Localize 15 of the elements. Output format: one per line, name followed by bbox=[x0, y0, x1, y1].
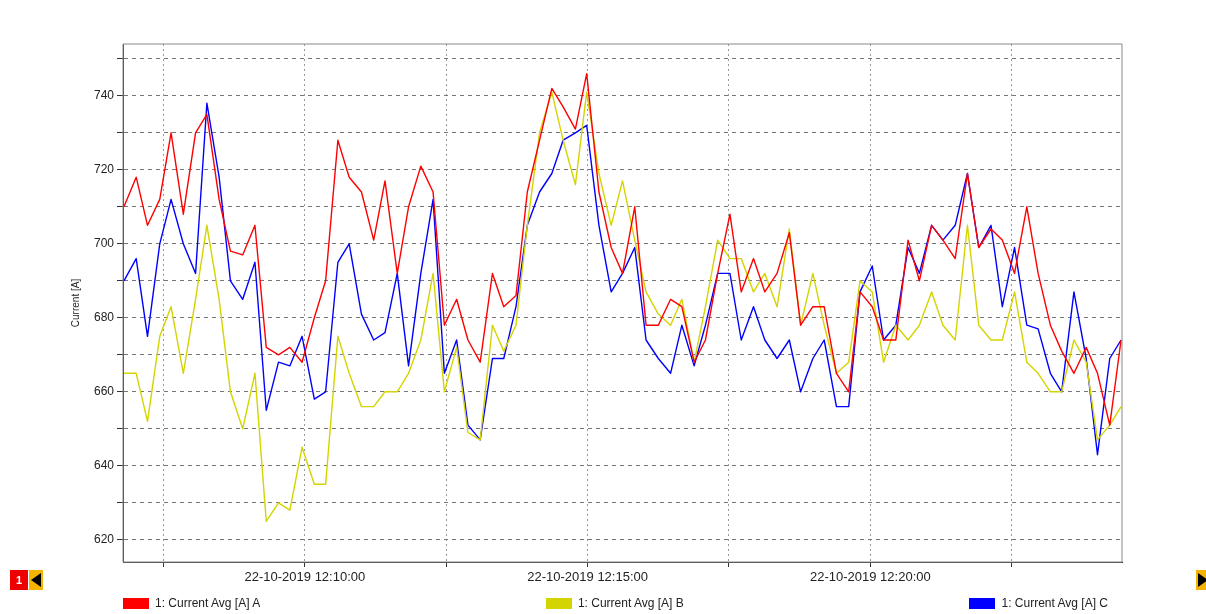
legend-label: 1: Current Avg [A] C bbox=[1001, 596, 1108, 610]
y-tick-label: 620 bbox=[93, 532, 115, 547]
legend-label: 1: Current Avg [A] A bbox=[155, 596, 261, 610]
y-tick-label: 640 bbox=[93, 458, 115, 473]
y-tick-label: 660 bbox=[93, 384, 115, 399]
y-tick-label: 720 bbox=[93, 162, 115, 177]
legend-label: 1: Current Avg [A] B bbox=[577, 596, 684, 610]
x-tick-label: 22-10-2019 12:10:00 bbox=[244, 569, 366, 585]
y-tick-label: 740 bbox=[93, 88, 115, 103]
x-tick-label: 22-10-2019 12:20:00 bbox=[810, 569, 931, 585]
y-tick-label: 680 bbox=[93, 310, 115, 325]
page-badge: 1 bbox=[10, 570, 28, 590]
y-axis-title: Current [A] bbox=[69, 278, 81, 328]
x-tick-label: 22-10-2019 12:15:00 bbox=[527, 569, 648, 585]
y-tick-label: 700 bbox=[93, 236, 115, 251]
